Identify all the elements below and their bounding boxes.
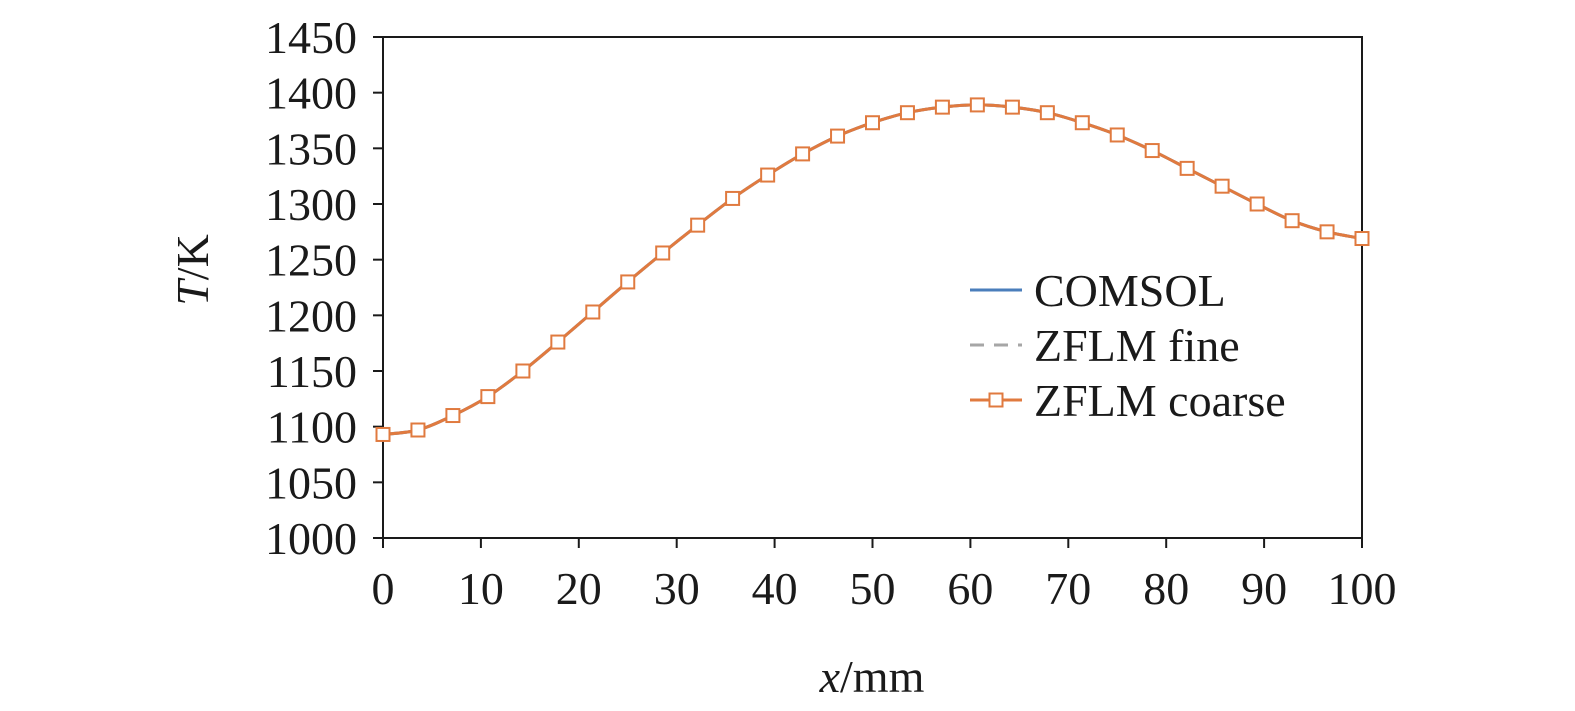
data-point-zflm-coarse xyxy=(1249,196,1265,212)
data-point-zflm-coarse xyxy=(655,245,671,261)
data-point-zflm-coarse xyxy=(690,217,706,233)
legend-label-zflm-coarse: ZFLM coarse xyxy=(1034,375,1286,426)
data-point-zflm-coarse xyxy=(1144,143,1160,159)
data-point-zflm-coarse xyxy=(1214,178,1230,194)
data-point-zflm-coarse xyxy=(899,105,915,121)
x-tick-label: 60 xyxy=(947,563,993,614)
data-point-zflm-coarse xyxy=(1319,224,1335,240)
y-axis-title: T/K xyxy=(167,234,218,306)
data-point-zflm-coarse xyxy=(620,274,636,290)
data-point-zflm-coarse xyxy=(1109,127,1125,143)
data-point-zflm-coarse xyxy=(1179,160,1195,176)
y-tick-label: 1300 xyxy=(265,179,357,230)
y-tick-label: 1450 xyxy=(265,12,357,63)
data-point-zflm-coarse xyxy=(410,422,426,438)
data-point-zflm-coarse xyxy=(550,334,566,350)
data-point-zflm-coarse xyxy=(934,99,950,115)
data-point-zflm-coarse xyxy=(480,389,496,405)
data-point-zflm-coarse xyxy=(1004,99,1020,115)
y-axis-variable: T xyxy=(167,277,218,306)
legend-label-zflm-fine: ZFLM fine xyxy=(1034,320,1240,371)
x-axis-variable: x xyxy=(819,651,841,702)
data-point-zflm-coarse xyxy=(830,128,846,144)
x-tick-label: 50 xyxy=(850,563,896,614)
x-tick-label: 20 xyxy=(556,563,602,614)
y-axis-unit: /K xyxy=(167,234,218,280)
data-point-zflm-coarse xyxy=(865,115,880,131)
data-point-zflm-coarse xyxy=(445,408,461,424)
y-tick-label: 1350 xyxy=(265,123,357,174)
data-point-zflm-coarse xyxy=(515,363,531,379)
x-axis-unit: /mm xyxy=(840,651,925,702)
x-tick-label: 0 xyxy=(372,563,395,614)
data-point-zflm-coarse xyxy=(585,304,601,320)
legend-label-comsol: COMSOL xyxy=(1034,265,1226,316)
y-tick-label: 1200 xyxy=(265,290,357,341)
y-tick-label: 1250 xyxy=(265,235,357,286)
x-tick-label: 30 xyxy=(654,563,700,614)
x-tick-label: 10 xyxy=(458,563,504,614)
data-point-zflm-coarse xyxy=(969,97,985,113)
data-point-zflm-coarse xyxy=(760,167,776,183)
data-point-zflm-coarse xyxy=(795,146,811,162)
y-tick-label: 1050 xyxy=(265,457,357,508)
data-point-zflm-coarse xyxy=(375,426,391,442)
data-point-zflm-coarse xyxy=(1039,105,1055,121)
x-tick-label: 90 xyxy=(1241,563,1287,614)
x-tick-label: 40 xyxy=(752,563,798,614)
y-tick-label: 1100 xyxy=(267,402,357,453)
data-point-zflm-coarse xyxy=(725,190,741,206)
y-tick-label: 1400 xyxy=(265,68,357,119)
data-point-zflm-coarse xyxy=(1354,231,1370,247)
x-axis-title: x/mm xyxy=(819,651,925,702)
y-tick-label: 1000 xyxy=(265,513,357,564)
y-tick-label: 1150 xyxy=(267,346,357,397)
legend-marker-zflm-coarse xyxy=(988,392,1004,408)
x-tick-label: 100 xyxy=(1328,563,1397,614)
x-tick-label: 70 xyxy=(1045,563,1091,614)
x-tick-label: 80 xyxy=(1143,563,1189,614)
data-point-zflm-coarse xyxy=(1284,213,1300,229)
data-point-zflm-coarse xyxy=(1074,115,1090,131)
